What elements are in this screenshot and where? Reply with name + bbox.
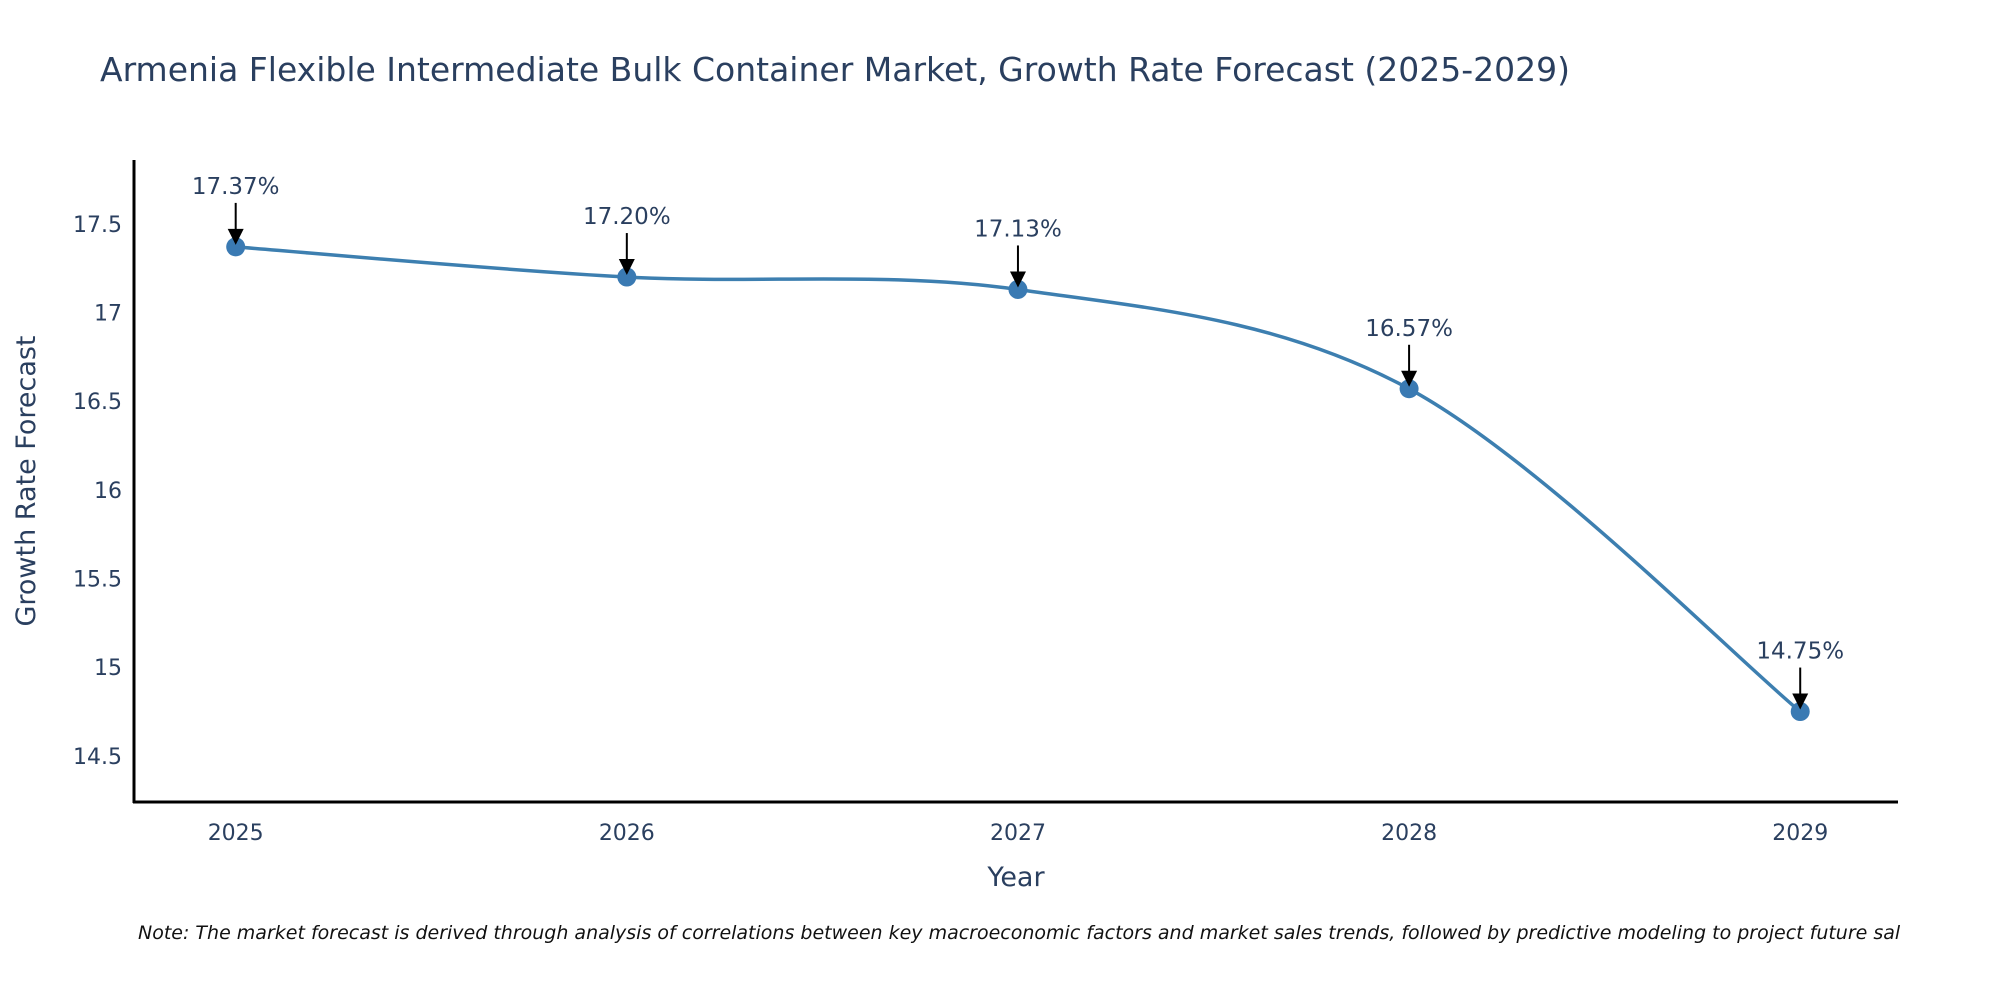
data-annotation: 17.20%	[583, 204, 671, 276]
annotation-arrow-head-icon	[227, 228, 244, 245]
series-line	[233, 245, 1802, 714]
y-tick-label: 15	[94, 656, 122, 681]
data-label: 17.37%	[192, 174, 280, 200]
data-label: 17.20%	[583, 204, 671, 230]
annotation-arrow-head-icon	[1009, 271, 1026, 288]
data-point-marker	[226, 237, 246, 257]
annotation-arrow-head-icon	[1401, 370, 1418, 387]
chart-title: Armenia Flexible Intermediate Bulk Conta…	[100, 50, 1571, 89]
x-tick-label: 2029	[1772, 821, 1828, 846]
data-label: 14.75%	[1756, 639, 1844, 665]
annotation-arrow-head-icon	[1792, 693, 1809, 710]
data-label: 17.13%	[974, 216, 1062, 242]
y-tick-labels: 14.5 15 15.5 16 16.5 17 17.5	[73, 213, 122, 770]
axes	[132, 160, 1898, 804]
x-tick-label: 2028	[1381, 821, 1437, 846]
data-label: 16.57%	[1365, 316, 1453, 342]
y-tick-label: 16	[94, 479, 122, 504]
y-axis-title: Growth Rate Forecast	[11, 335, 42, 626]
x-tick-label: 2027	[990, 821, 1046, 846]
data-annotation: 14.75%	[1756, 639, 1844, 710]
data-annotation: 17.37%	[192, 174, 280, 245]
series	[233, 245, 1802, 714]
data-annotation: 17.13%	[974, 216, 1062, 288]
data-point-marker	[617, 267, 637, 287]
data-point-marker	[1008, 279, 1028, 299]
y-tick-label: 14.5	[73, 745, 122, 770]
data-point-marker	[1399, 379, 1419, 399]
y-tick-label: 16.5	[73, 390, 122, 415]
x-tick-label: 2026	[599, 821, 655, 846]
markers	[226, 237, 1810, 722]
annotation-arrow-head-icon	[618, 259, 635, 276]
data-point-marker	[1790, 702, 1810, 722]
chart-note: Note: The market forecast is derived thr…	[138, 922, 1901, 944]
x-axis-title: Year	[986, 862, 1045, 893]
data-annotation: 16.57%	[1365, 316, 1453, 387]
annotations: 17.37% 17.20% 17.13% 16.57% 14.75%	[192, 174, 1844, 710]
x-tick-label: 2025	[208, 821, 264, 846]
x-tick-labels: 2025 2026 2027 2028 2029	[208, 821, 1829, 846]
y-tick-label: 15.5	[73, 568, 122, 593]
y-tick-label: 17.5	[73, 213, 122, 238]
y-tick-label: 17	[94, 302, 122, 327]
